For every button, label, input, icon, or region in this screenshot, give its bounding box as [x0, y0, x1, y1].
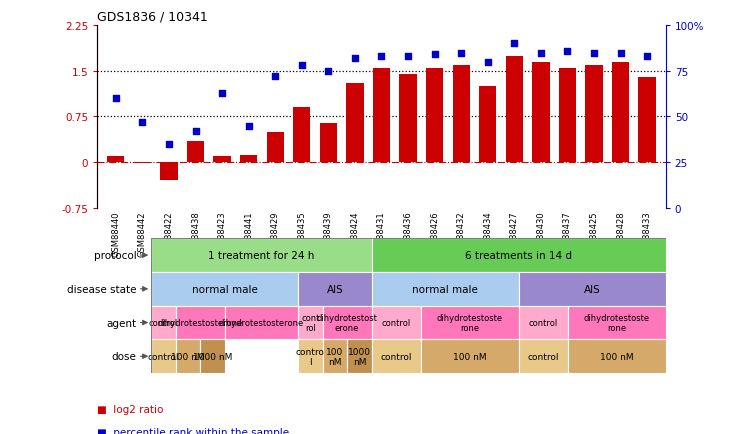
Bar	[266, 132, 283, 163]
Text: dihydrotestosterone: dihydrotestosterone	[158, 318, 243, 327]
Bar	[200, 339, 224, 373]
Bar	[298, 273, 372, 306]
Bar	[639, 78, 656, 163]
Bar	[322, 339, 347, 373]
Point	[429, 52, 441, 59]
Text: disease state: disease state	[67, 284, 136, 294]
Text: 100 nM: 100 nM	[600, 352, 634, 361]
Bar	[612, 62, 629, 163]
Bar	[224, 306, 298, 339]
Point	[375, 53, 387, 60]
Point	[295, 62, 307, 69]
Bar	[298, 306, 322, 339]
Bar	[372, 306, 420, 339]
Bar	[568, 339, 666, 373]
Bar	[420, 306, 518, 339]
Text: 6 treatments in 14 d: 6 treatments in 14 d	[465, 250, 572, 260]
Text: GDS1836 / 10341: GDS1836 / 10341	[97, 10, 208, 23]
Text: 100
nM: 100 nM	[326, 347, 343, 366]
Bar	[240, 155, 257, 163]
Bar	[372, 239, 666, 273]
Point	[110, 95, 122, 102]
Point	[189, 128, 201, 135]
Bar	[176, 306, 224, 339]
Text: normal male: normal male	[412, 284, 478, 294]
Bar	[213, 157, 230, 163]
Text: AIS: AIS	[327, 284, 343, 294]
Text: control: control	[527, 352, 559, 361]
Bar	[586, 66, 603, 163]
Text: ■  percentile rank within the sample: ■ percentile rank within the sample	[97, 427, 289, 434]
Point	[242, 123, 254, 130]
Text: dose: dose	[111, 352, 136, 362]
Bar	[518, 339, 568, 373]
Bar	[298, 339, 322, 373]
Point	[456, 50, 468, 57]
Text: 1000 nM: 1000 nM	[193, 352, 232, 361]
Bar	[319, 123, 337, 163]
Bar	[533, 62, 550, 163]
Text: dihydrotestost
erone: dihydrotestost erone	[316, 313, 378, 332]
Bar	[176, 339, 200, 373]
Text: dihydrotestoste
rone: dihydrotestoste rone	[583, 313, 650, 332]
Bar	[518, 306, 568, 339]
Bar	[559, 69, 576, 163]
Bar	[151, 273, 298, 306]
Bar	[426, 69, 444, 163]
Bar	[347, 339, 372, 373]
Point	[163, 141, 175, 148]
Text: 100 nM: 100 nM	[171, 352, 205, 361]
Bar	[506, 56, 523, 163]
Point	[615, 50, 627, 57]
Bar	[293, 108, 310, 163]
Bar	[372, 339, 420, 373]
Text: protocol: protocol	[94, 250, 136, 260]
Bar	[151, 306, 176, 339]
Bar	[134, 163, 151, 164]
Bar	[568, 306, 666, 339]
Point	[402, 53, 414, 60]
Point	[641, 53, 653, 60]
Point	[136, 119, 148, 126]
Bar	[399, 75, 417, 163]
Text: AIS: AIS	[584, 284, 601, 294]
Bar	[479, 87, 497, 163]
Text: 100 nM: 100 nM	[453, 352, 486, 361]
Text: control: control	[381, 318, 411, 327]
Bar	[322, 306, 372, 339]
Text: ■  log2 ratio: ■ log2 ratio	[97, 404, 164, 414]
Text: control: control	[147, 352, 180, 361]
Point	[322, 68, 334, 75]
Bar	[373, 69, 390, 163]
Bar	[518, 273, 666, 306]
Text: 1 treatment for 24 h: 1 treatment for 24 h	[208, 250, 315, 260]
Bar	[107, 157, 124, 163]
Point	[482, 59, 494, 66]
Text: control: control	[529, 318, 558, 327]
Text: agent: agent	[106, 318, 136, 328]
Bar	[151, 339, 176, 373]
Text: normal male: normal male	[191, 284, 257, 294]
Text: contro
l: contro l	[296, 347, 325, 366]
Bar	[346, 84, 364, 163]
Point	[216, 90, 228, 97]
Text: control: control	[149, 318, 178, 327]
Bar	[420, 339, 518, 373]
Text: cont
rol: cont rol	[301, 313, 319, 332]
Bar	[372, 273, 518, 306]
Point	[509, 41, 521, 48]
Point	[269, 74, 281, 81]
Bar	[453, 66, 470, 163]
Bar	[187, 141, 204, 163]
Text: dihydrotestoste
rone: dihydrotestoste rone	[437, 313, 503, 332]
Point	[349, 56, 361, 62]
Point	[535, 50, 547, 57]
Text: control: control	[381, 352, 412, 361]
Point	[562, 48, 574, 55]
Text: dihydrotestosterone: dihydrotestosterone	[218, 318, 304, 327]
Point	[588, 50, 600, 57]
Bar	[151, 239, 372, 273]
Text: 1000
nM: 1000 nM	[348, 347, 371, 366]
Bar	[160, 163, 177, 181]
